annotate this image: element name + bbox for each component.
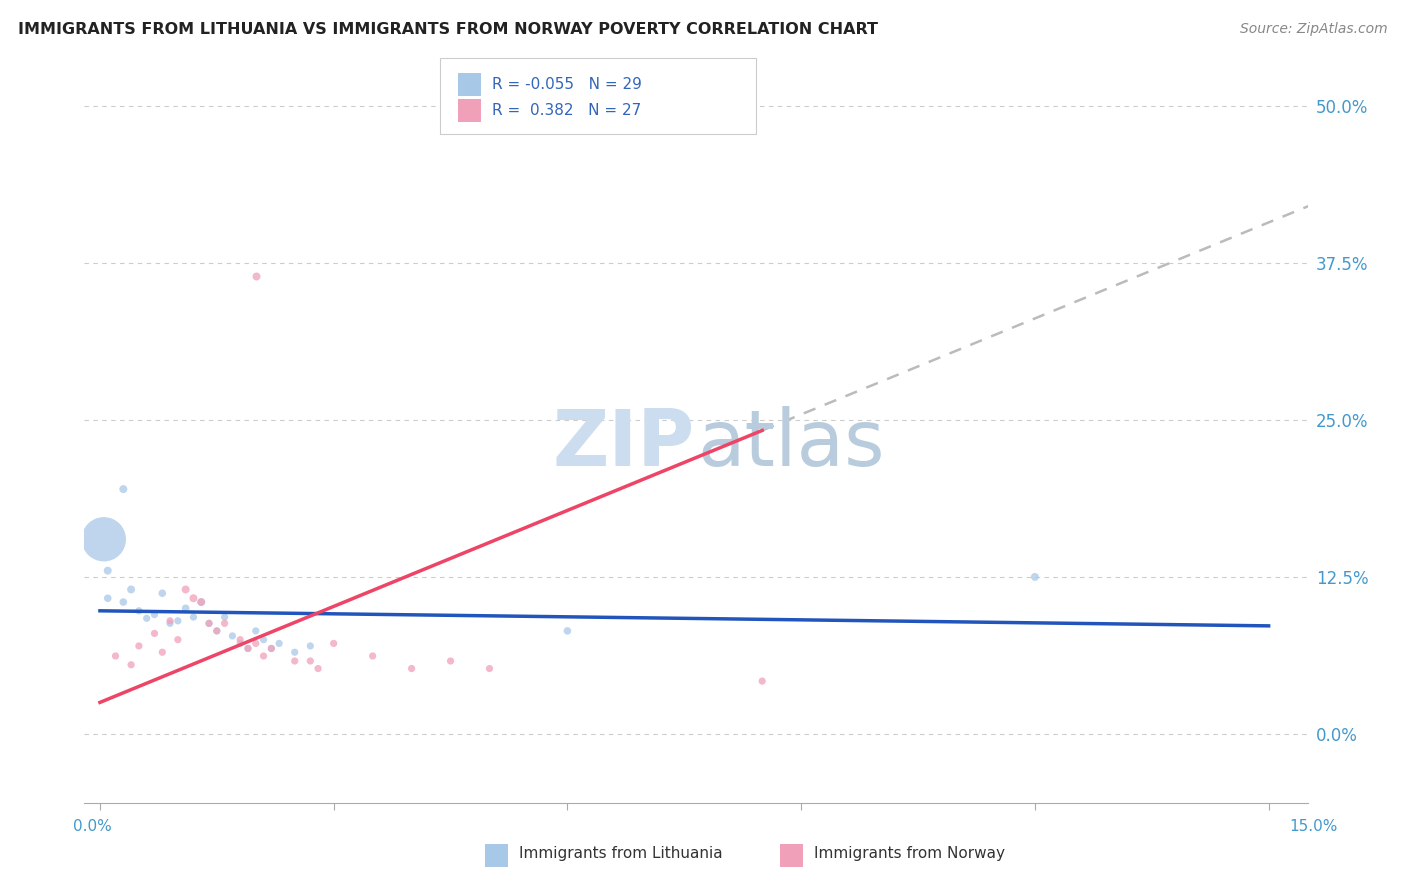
Point — [252, 632, 274, 647]
Point — [104, 648, 127, 663]
Point — [478, 661, 501, 675]
Point — [284, 645, 307, 659]
Point — [183, 610, 205, 624]
Point — [401, 661, 423, 675]
Point — [166, 614, 188, 628]
Point — [236, 641, 259, 656]
Point — [439, 654, 461, 668]
Text: IMMIGRANTS FROM LITHUANIA VS IMMIGRANTS FROM NORWAY POVERTY CORRELATION CHART: IMMIGRANTS FROM LITHUANIA VS IMMIGRANTS … — [18, 22, 879, 37]
Point — [214, 616, 236, 631]
Point — [214, 610, 236, 624]
Point — [159, 614, 181, 628]
Point — [198, 616, 221, 631]
Point — [190, 595, 212, 609]
Point — [260, 641, 283, 656]
Point — [252, 648, 274, 663]
Point — [128, 604, 150, 618]
Point — [143, 626, 166, 640]
Point — [229, 632, 252, 647]
Text: Source: ZipAtlas.com: Source: ZipAtlas.com — [1240, 22, 1388, 37]
Text: 0.0%: 0.0% — [73, 820, 112, 834]
Point — [120, 582, 142, 597]
Point — [322, 636, 344, 650]
Point — [361, 648, 384, 663]
Point — [245, 268, 267, 283]
Text: R = -0.055   N = 29: R = -0.055 N = 29 — [492, 78, 643, 92]
Text: atlas: atlas — [697, 406, 884, 482]
Point — [299, 639, 322, 653]
Point — [150, 586, 173, 600]
Point — [245, 624, 267, 638]
Point — [120, 657, 142, 672]
Text: Immigrants from Norway: Immigrants from Norway — [814, 847, 1005, 861]
Point — [284, 654, 307, 668]
Point — [245, 636, 267, 650]
Point — [174, 582, 197, 597]
Point — [221, 629, 243, 643]
Text: ZIP: ZIP — [553, 406, 695, 482]
Point — [135, 611, 157, 625]
Point — [205, 624, 228, 638]
Point — [150, 645, 173, 659]
Point — [751, 674, 773, 689]
Text: Immigrants from Lithuania: Immigrants from Lithuania — [519, 847, 723, 861]
Point — [299, 654, 322, 668]
Point — [93, 533, 115, 547]
Point — [190, 595, 212, 609]
Point — [229, 636, 252, 650]
Point — [1024, 570, 1046, 584]
Point — [269, 636, 291, 650]
Point — [112, 595, 135, 609]
Point — [143, 607, 166, 622]
Text: R =  0.382   N = 27: R = 0.382 N = 27 — [492, 103, 641, 118]
Point — [97, 591, 120, 606]
Text: 15.0%: 15.0% — [1289, 820, 1337, 834]
Point — [205, 624, 228, 638]
Point — [166, 632, 188, 647]
Point — [557, 624, 579, 638]
Point — [183, 591, 205, 606]
Point — [174, 601, 197, 615]
Point — [97, 564, 120, 578]
Point — [260, 641, 283, 656]
Point — [128, 639, 150, 653]
Point — [236, 641, 259, 656]
Point — [112, 482, 135, 496]
Point — [198, 616, 221, 631]
Point — [159, 616, 181, 631]
Point — [307, 661, 329, 675]
